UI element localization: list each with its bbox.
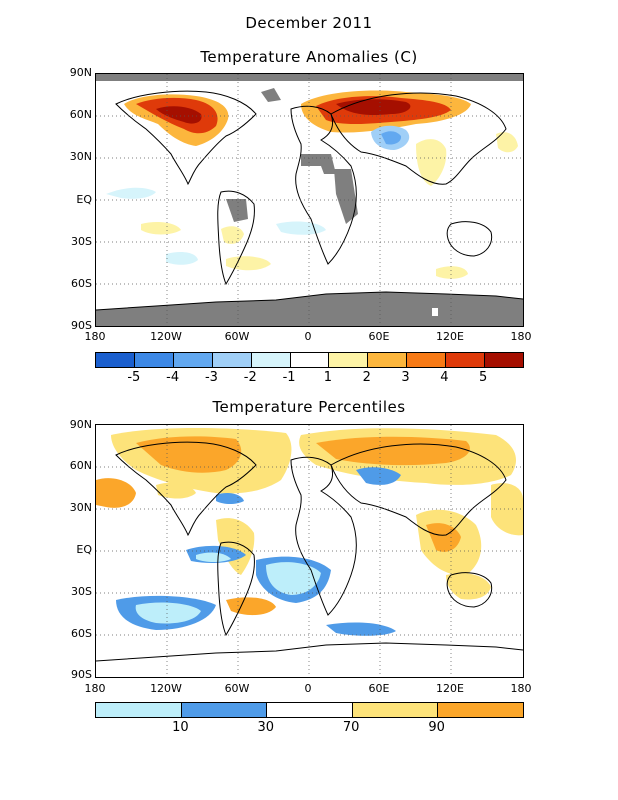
north-america-outline	[115, 90, 257, 186]
colorbar-tick-label: -2	[243, 370, 257, 385]
lon-label-0: 0	[304, 682, 312, 695]
lat-label-60n: 60N	[69, 459, 92, 472]
lon-label-180e: 180	[510, 682, 532, 695]
lat-label-90n: 90N	[69, 418, 92, 431]
lon-label-120w: 120W	[150, 682, 182, 695]
colorbar-swatch	[212, 353, 252, 367]
arctic-missing-band	[96, 74, 523, 81]
colorbar-swatch	[96, 353, 135, 367]
colorbar-tick-label: -5	[127, 370, 141, 385]
lat-label-eq: EQ	[76, 543, 92, 556]
colorbar-tick-label: 2	[362, 370, 371, 385]
colorbar-swatch	[485, 353, 523, 367]
asia-outline	[330, 92, 507, 185]
lat-label-90n: 90N	[69, 66, 92, 79]
colorbar-swatch	[407, 353, 447, 367]
lat-label-60s: 60S	[71, 627, 92, 640]
colorbar-swatch	[368, 353, 408, 367]
south-america-outline	[217, 190, 255, 286]
colorbar-tick-label: 4	[440, 370, 449, 385]
colorbar-swatch	[251, 353, 291, 367]
lon-label-120e: 120E	[436, 330, 464, 343]
australia-outline	[446, 221, 493, 257]
colorbar-swatch	[329, 353, 369, 367]
colorbar-swatch	[446, 353, 486, 367]
antarctica-missing-region	[96, 292, 523, 326]
lon-label-60e: 60E	[368, 330, 390, 343]
colorbar-swatch	[438, 703, 523, 717]
colorbar-tick-label: -1	[282, 370, 296, 385]
percentiles-colorbar	[95, 702, 524, 718]
anomalies-panel-title: Temperature Anomalies (C)	[200, 48, 418, 66]
colorbar-tick-label: -3	[204, 370, 218, 385]
anomalies-map	[95, 73, 524, 327]
lat-label-30n: 30N	[69, 150, 92, 163]
percentiles-map	[95, 424, 524, 678]
lat-label-60s: 60S	[71, 277, 92, 290]
lon-label-60w: 60W	[224, 682, 250, 695]
colorbar-swatch	[181, 703, 268, 717]
page-title: December 2011	[245, 14, 373, 32]
lat-label-90s: 90S	[71, 319, 92, 332]
colorbar-swatch	[290, 353, 330, 367]
anomalies-colorbar	[95, 352, 524, 368]
antarctica-outline	[96, 291, 523, 311]
colorbar-swatch	[134, 353, 174, 367]
lon-label-180e: 180	[510, 330, 532, 343]
colorbar-tick-label: 10	[172, 720, 189, 735]
colorbar-tick-label: 1	[323, 370, 333, 385]
lat-label-30n: 30N	[69, 501, 92, 514]
lon-label-180w: 180	[84, 330, 106, 343]
colorbar-tick-label: 5	[479, 370, 488, 385]
lat-label-30s: 30S	[71, 585, 92, 598]
lon-label-60w: 60W	[224, 330, 250, 343]
lat-label-eq: EQ	[76, 193, 92, 206]
colorbar-swatch	[267, 703, 353, 717]
lon-label-120e: 120E	[436, 682, 464, 695]
lat-label-90s: 90S	[71, 668, 92, 681]
colorbar-tick-label: 3	[401, 370, 410, 385]
percentiles-panel-title: Temperature Percentiles	[212, 398, 406, 416]
lon-label-180w: 180	[84, 682, 106, 695]
lon-label-120w: 120W	[150, 330, 182, 343]
colorbar-tick-label: -4	[166, 370, 180, 385]
colorbar-tick-label: 70	[342, 720, 360, 735]
colorbar-swatch	[173, 353, 213, 367]
colorbar-swatch	[352, 703, 439, 717]
lon-label-0: 0	[304, 330, 312, 343]
colorbar-swatch	[96, 703, 182, 717]
colorbar-tick-label: 30	[257, 720, 275, 735]
lat-label-60n: 60N	[69, 108, 92, 121]
colorbar-tick-label: 90	[428, 720, 445, 735]
lon-label-60e: 60E	[368, 682, 390, 695]
lat-label-30s: 30S	[71, 235, 92, 248]
